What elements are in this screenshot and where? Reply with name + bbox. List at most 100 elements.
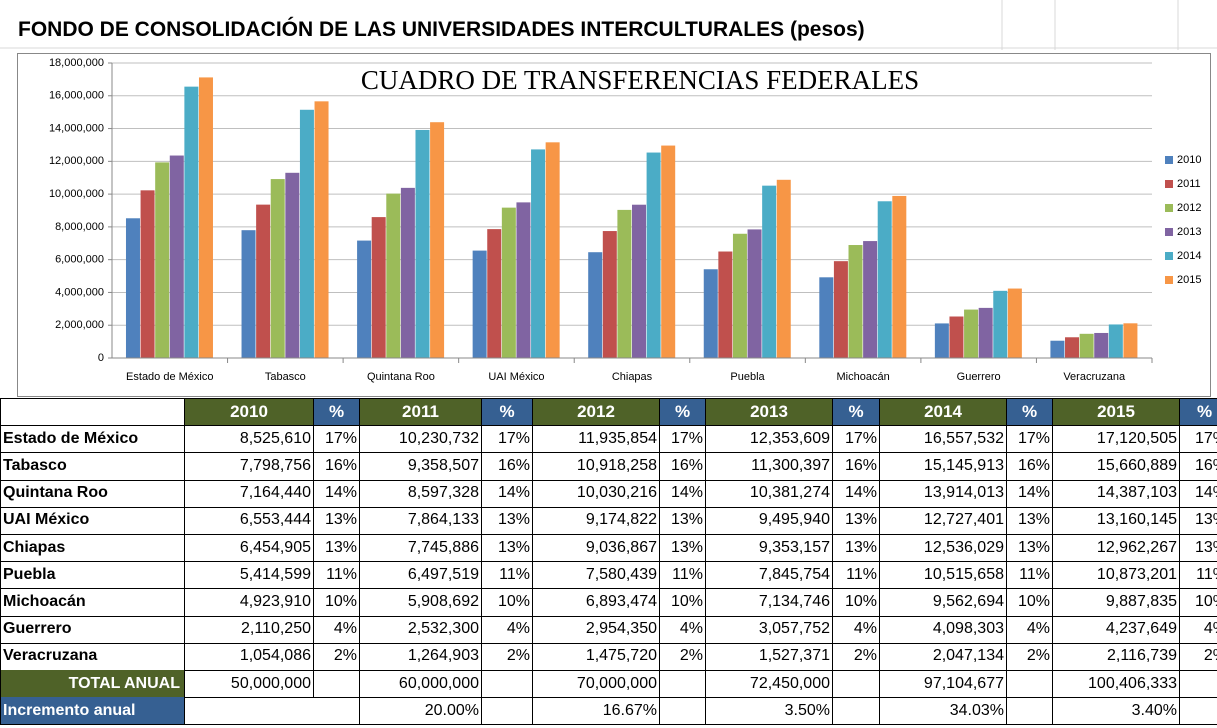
- table-cell: 4%: [833, 615, 880, 644]
- legend-label: 2010: [1177, 154, 1201, 166]
- data-table: 2010% 2011% 2012% 2013% 2014% 2015% Estado de …: [0, 398, 1217, 728]
- bar: [1050, 340, 1065, 358]
- table-cell: 4,923,910: [185, 588, 314, 617]
- corner-cell: [0, 398, 185, 427]
- bar: [184, 86, 199, 359]
- bar: [430, 122, 445, 358]
- table-cell: 11%: [1007, 561, 1053, 590]
- table-cell: 15,145,913: [880, 452, 1007, 481]
- y-tick-label: 10,000,000: [49, 188, 104, 200]
- bar: [934, 323, 949, 358]
- row-label: Puebla: [0, 561, 185, 590]
- table-cell: 17%: [1007, 425, 1053, 454]
- table-cell: 2%: [482, 642, 533, 671]
- total-cell: 70,000,000: [533, 670, 660, 699]
- table-cell: 9,495,940: [706, 506, 833, 535]
- table-cell: 13,160,145: [1053, 506, 1180, 535]
- bar: [125, 218, 140, 358]
- table-cell: 4%: [660, 615, 706, 644]
- header-cell: %: [314, 398, 360, 427]
- table-cell: 9,562,694: [880, 588, 1007, 617]
- table-cell: 14%: [1180, 480, 1217, 508]
- table-cell: 8,525,610: [185, 425, 314, 454]
- y-tick-label: 8,000,000: [55, 221, 104, 233]
- table-cell: 16%: [482, 452, 533, 481]
- bar: [314, 101, 329, 358]
- bar: [357, 240, 372, 358]
- y-tick-label: 6,000,000: [55, 254, 104, 266]
- total-cell: 72,450,000: [706, 670, 833, 699]
- legend-swatch: [1165, 252, 1173, 260]
- table-cell: 10%: [314, 588, 360, 617]
- table-cell: 13%: [833, 506, 880, 535]
- increment-cell: 3.50%: [706, 697, 833, 726]
- bar: [241, 230, 256, 358]
- table-cell: 11,935,854: [533, 425, 660, 454]
- y-tick-label: 2,000,000: [55, 319, 104, 331]
- empty-cell: [660, 697, 706, 726]
- legend-swatch: [1165, 276, 1173, 284]
- table-cell: 13,914,013: [880, 479, 1007, 508]
- table-cell: 7,164,440: [185, 479, 314, 508]
- header-cell: 2012: [533, 398, 660, 427]
- header-cell: %: [1007, 398, 1053, 427]
- table-cell: 10%: [660, 588, 706, 617]
- empty-cell: [1007, 697, 1053, 726]
- x-tick-label: Estado de México: [126, 371, 213, 383]
- row-label: Quintana Roo: [0, 479, 185, 508]
- bar: [617, 209, 632, 358]
- bar: [732, 233, 747, 358]
- empty-cell: [314, 670, 360, 699]
- chart-title: CUADRO DE TRANSFERENCIAS FEDERALES: [361, 65, 919, 95]
- row-label: Estado de México: [0, 425, 185, 454]
- bar: [198, 77, 213, 359]
- bar: [140, 190, 155, 358]
- table-cell: 9,036,867: [533, 534, 660, 563]
- sheet-grid: [0, 0, 1217, 50]
- table-cell: 2,532,300: [360, 615, 482, 644]
- table-cell: 12,727,401: [880, 506, 1007, 535]
- bar: [415, 129, 430, 358]
- empty-cell: [482, 697, 533, 726]
- bar: [877, 201, 892, 358]
- table-cell: 9,174,822: [533, 506, 660, 535]
- bar: [848, 245, 863, 358]
- y-tick-label: 0: [98, 352, 104, 364]
- table-cell: 2%: [660, 642, 706, 671]
- table-cell: 17%: [1180, 425, 1217, 454]
- table-cell: 14%: [833, 479, 880, 508]
- table-cell: 2%: [1180, 643, 1217, 671]
- legend-label: 2013: [1177, 226, 1201, 238]
- table-cell: 13%: [1007, 506, 1053, 535]
- bar: [964, 309, 979, 358]
- table-cell: 4%: [1007, 615, 1053, 644]
- table-cell: 11%: [833, 561, 880, 590]
- table-cell: 13%: [482, 506, 533, 535]
- bar: [299, 109, 314, 358]
- x-tick-label: Michoacán: [837, 371, 890, 383]
- table-cell: 6,893,474: [533, 588, 660, 617]
- bar: [588, 252, 603, 358]
- table-cell: 7,864,133: [360, 506, 482, 535]
- increment-cell: 34.03%: [880, 697, 1007, 726]
- bar: [776, 179, 791, 358]
- bar: [993, 290, 1008, 358]
- empty-cell: [482, 670, 533, 699]
- bar: [155, 162, 170, 358]
- table-cell: 2%: [314, 642, 360, 671]
- table-cell: 13%: [1180, 534, 1217, 563]
- table-cell: 10%: [1180, 588, 1217, 617]
- row-label: UAI México: [0, 506, 185, 535]
- bar: [1123, 323, 1138, 358]
- table-cell: 17,120,505: [1053, 425, 1180, 454]
- table-cell: 17%: [482, 425, 533, 454]
- bar: [169, 155, 184, 358]
- bar: [747, 229, 762, 358]
- bar: [632, 204, 646, 358]
- table-cell: 16%: [1180, 452, 1217, 481]
- bar: [602, 231, 617, 358]
- table-cell: 7,798,756: [185, 452, 314, 481]
- table-cell: 2,047,134: [880, 642, 1007, 671]
- table-cell: 2,954,350: [533, 615, 660, 644]
- table-cell: 11,300,397: [706, 452, 833, 481]
